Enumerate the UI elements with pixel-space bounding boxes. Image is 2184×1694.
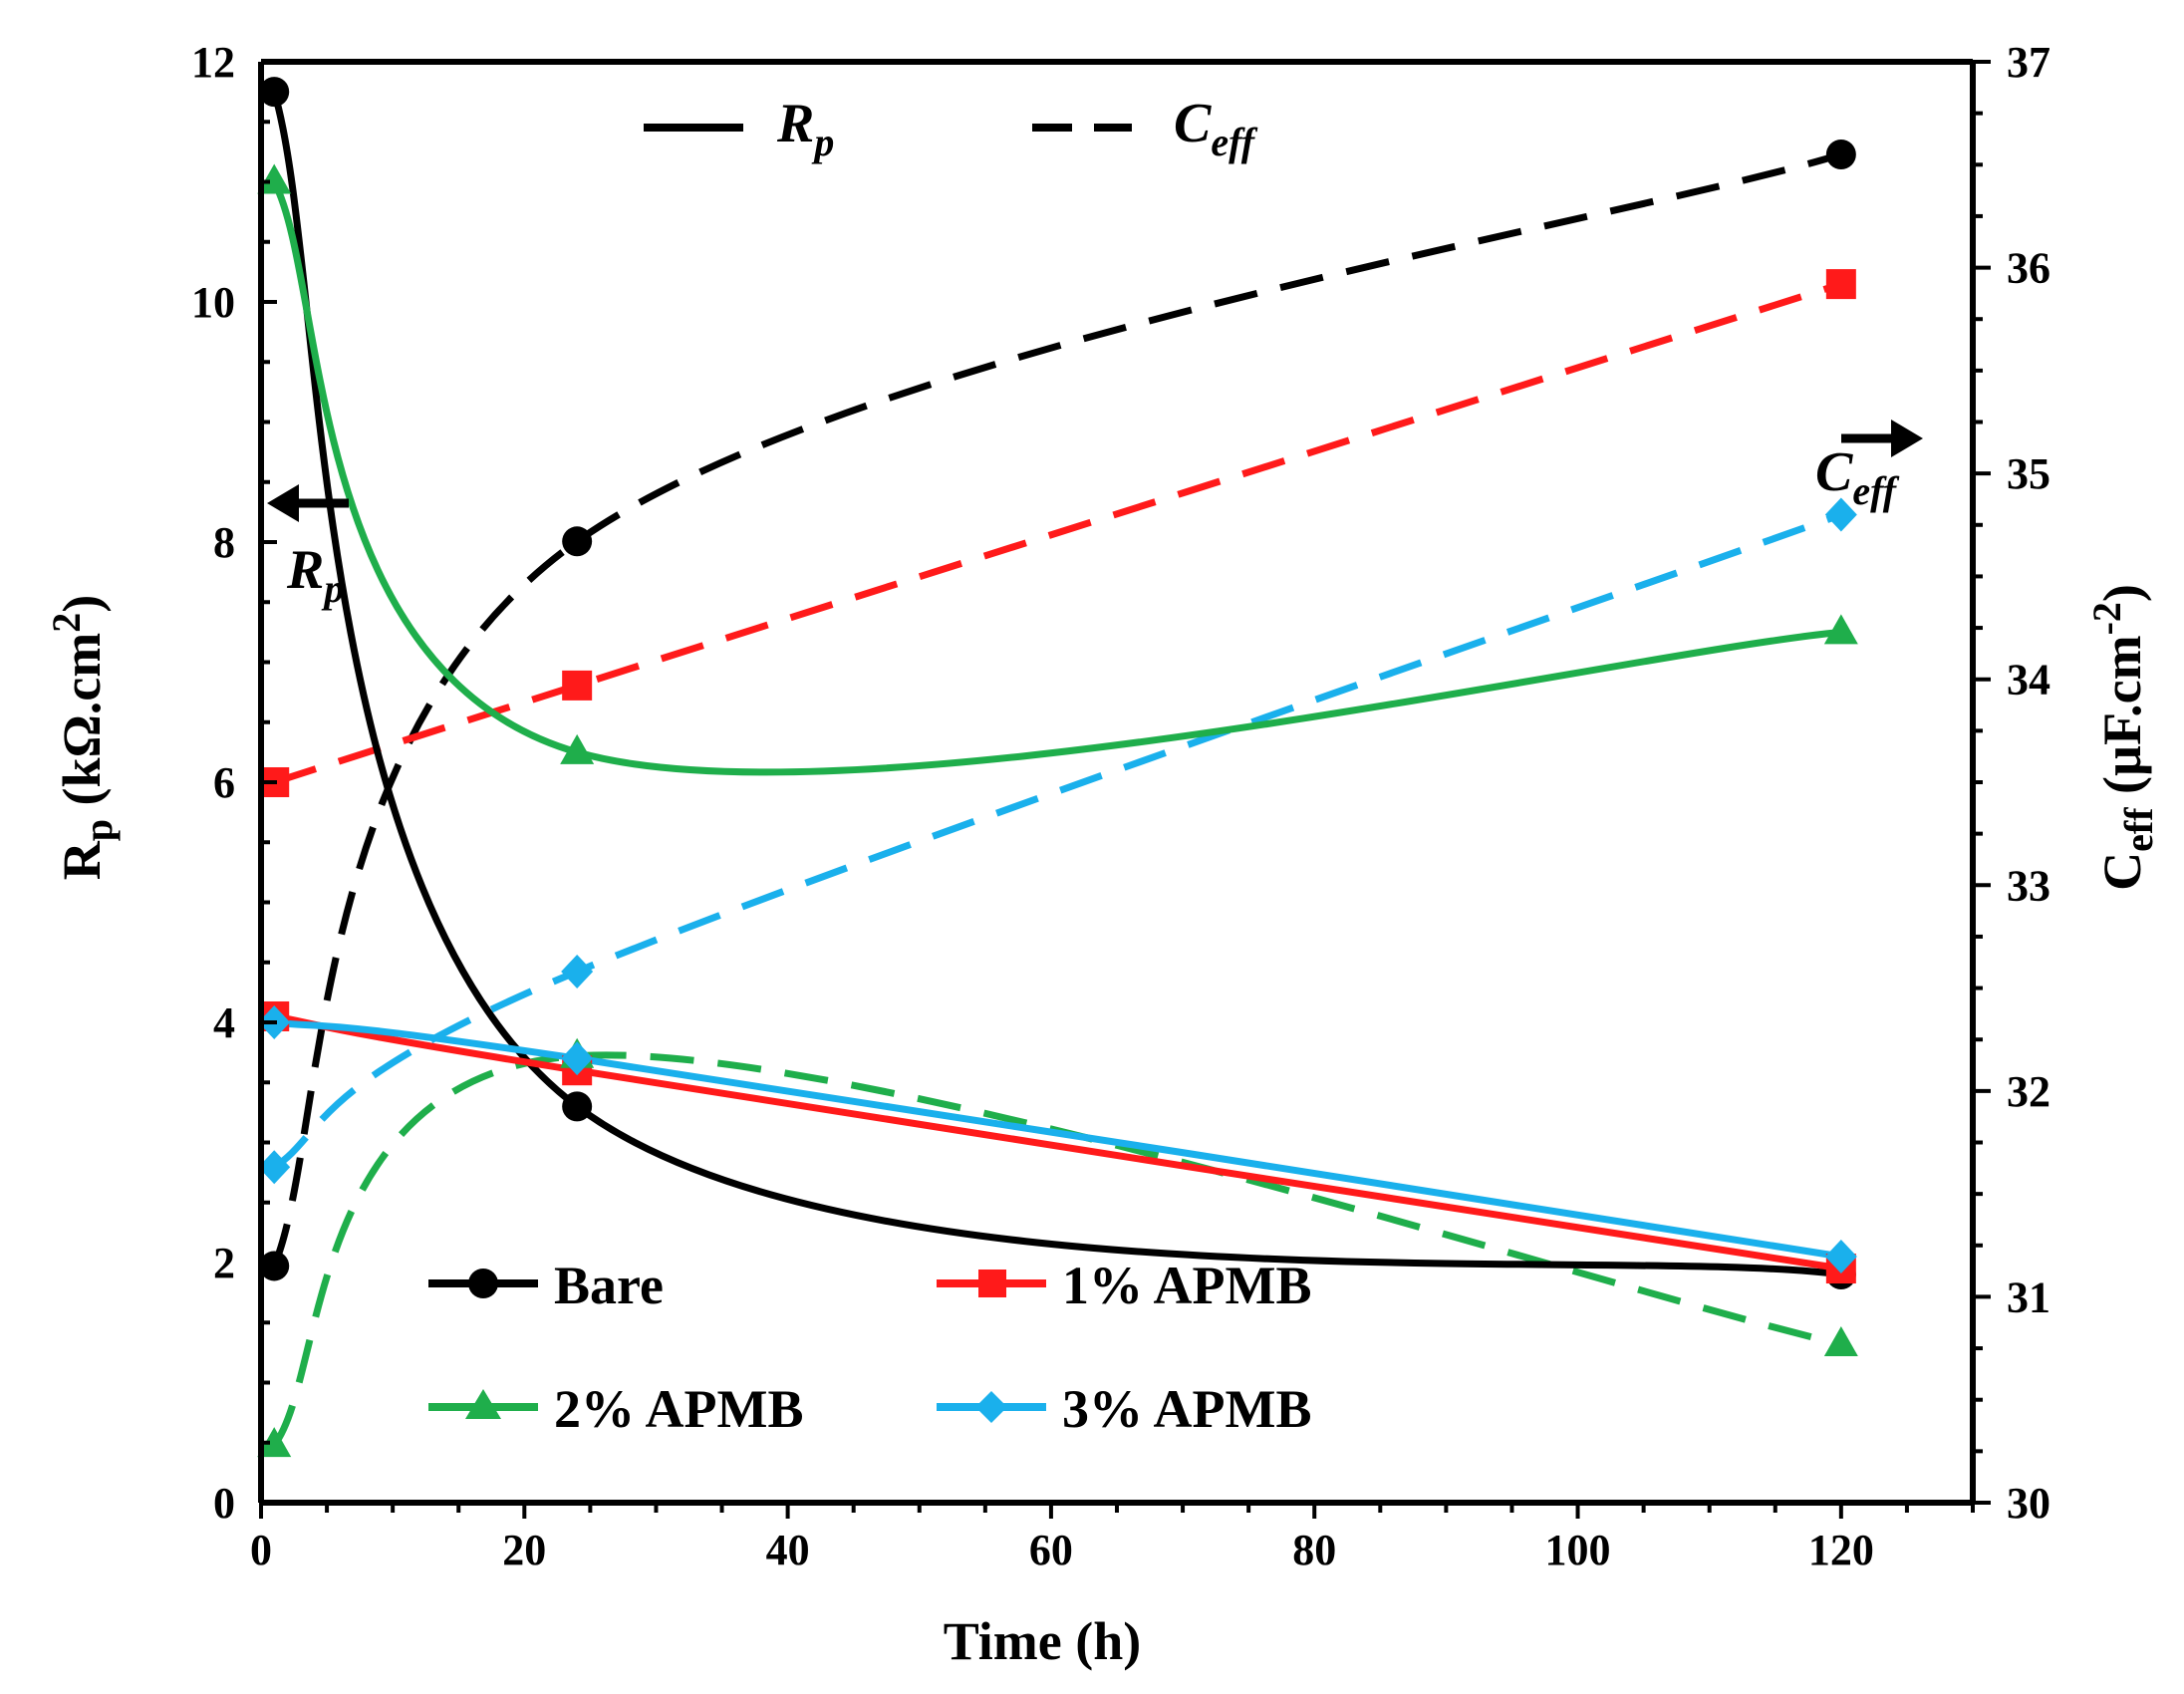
- rp-point-2pct-apmb: [560, 733, 595, 764]
- legend-item-bare: Bare: [428, 1256, 664, 1315]
- y-right-tick-label: 30: [2007, 1479, 2050, 1528]
- x-tick-label: 0: [250, 1526, 272, 1574]
- rp-point-bare: [259, 77, 290, 108]
- legend-item-2pct: 2% APMB: [428, 1379, 804, 1439]
- markers-layer: [257, 77, 1858, 1458]
- ceff-point-1pct-apmb: [1825, 269, 1856, 300]
- rp-line-2pct-apmb: [271, 179, 1842, 776]
- y-right-tick-label: 37: [2007, 38, 2050, 87]
- y-right-tick-label: 32: [2007, 1067, 2050, 1116]
- rp-line-1pct-apmb: [273, 1012, 1842, 1272]
- y-left-tick-label: 0: [213, 1479, 235, 1528]
- ceff-annotation: Ceff: [1815, 420, 1923, 513]
- legend-item-3pct: 3% APMB: [937, 1379, 1312, 1439]
- ceff-point-bare: [562, 526, 593, 557]
- rp-point-2pct-apmb: [257, 163, 292, 194]
- rp-line-3pct-apmb: [273, 1018, 1842, 1261]
- x-tick-label: 120: [1808, 1526, 1874, 1574]
- y-right-tick-label: 31: [2007, 1272, 2050, 1321]
- legend-label-1pct: 1% APMB: [1062, 1256, 1312, 1315]
- ceff-point-2pct-apmb: [1823, 1325, 1858, 1356]
- ceff-line-2pct-apmb: [271, 1051, 1842, 1448]
- y-left-tick-label: 10: [191, 278, 235, 327]
- legend-marker-1pct: [978, 1270, 1006, 1297]
- ceff-line-1pct-apmb: [273, 280, 1842, 786]
- x-tick-label: 20: [502, 1526, 546, 1574]
- ceff-point-1pct-apmb: [562, 670, 593, 701]
- curves-layer: [270, 91, 1842, 1448]
- x-tick-label: 60: [1029, 1526, 1073, 1574]
- legend-marker-bare: [468, 1269, 498, 1298]
- y-left-tick-label: 8: [213, 518, 235, 567]
- ceff-annotation-label: Ceff: [1815, 441, 1900, 513]
- x-tick-label: 80: [1292, 1526, 1336, 1574]
- ceff-style-label: Ceff: [1174, 93, 1258, 164]
- ceff-point-3pct-apmb: [258, 1150, 291, 1185]
- y-left-axis-title: Rp (kΩ.cm2): [44, 595, 121, 880]
- ticks-layer: 0 20 40 60 80 100 120 0 2 4 6 8 10 12 30 31 32 33 34 35 36 37: [191, 38, 2050, 1574]
- y-left-tick-label: 12: [191, 38, 235, 87]
- rp-arrow-head: [267, 484, 299, 522]
- legend-label-bare: Bare: [554, 1256, 664, 1315]
- legend-label-3pct: 3% APMB: [1062, 1379, 1312, 1439]
- y-left-tick-label: 2: [213, 1239, 235, 1287]
- ceff-point-2pct-apmb: [257, 1427, 292, 1458]
- y-left-tick-label: 4: [213, 998, 235, 1047]
- x-tick-label: 40: [766, 1526, 810, 1574]
- rp-point-2pct-apmb: [1823, 614, 1858, 645]
- ceff-line-3pct-apmb: [272, 511, 1842, 1171]
- ceff-point-bare: [1825, 139, 1856, 169]
- rp-point-bare: [562, 1091, 593, 1122]
- series-legend: Bare 1% APMB 2% APMB 3% APMB: [428, 1256, 1312, 1439]
- ceff-point-bare: [259, 1251, 290, 1281]
- y-right-axis-title: Ceff (µF.cm-2): [2084, 584, 2161, 891]
- ceff-point-3pct-apmb: [1824, 497, 1857, 532]
- legend-item-1pct: 1% APMB: [937, 1256, 1312, 1315]
- line-style-legend: Rp Ceff: [644, 93, 1258, 164]
- y-right-tick-label: 33: [2007, 861, 2050, 910]
- x-tick-label: 100: [1545, 1526, 1611, 1574]
- rp-style-label: Rp: [776, 93, 834, 164]
- rp-point-3pct-apmb: [1824, 1239, 1857, 1273]
- y-right-tick-label: 34: [2007, 656, 2050, 705]
- rp-annotation: Rp: [267, 484, 349, 611]
- rp-line-bare: [270, 91, 1842, 1278]
- rp-annotation-label: Rp: [286, 539, 344, 611]
- legend-marker-3pct: [975, 1391, 1007, 1423]
- y-right-tick-label: 36: [2007, 244, 2050, 293]
- ceff-line-bare: [270, 150, 1842, 1268]
- x-axis-title: Time (h): [944, 1611, 1142, 1671]
- y-right-tick-label: 35: [2007, 449, 2050, 498]
- y-left-tick-label: 6: [213, 758, 235, 807]
- ceff-arrow-head: [1891, 420, 1923, 457]
- legend-label-2pct: 2% APMB: [554, 1379, 804, 1439]
- rp-point-3pct-apmb: [561, 1041, 594, 1076]
- ceff-point-3pct-apmb: [561, 955, 594, 989]
- legend-marker-2pct: [465, 1389, 501, 1419]
